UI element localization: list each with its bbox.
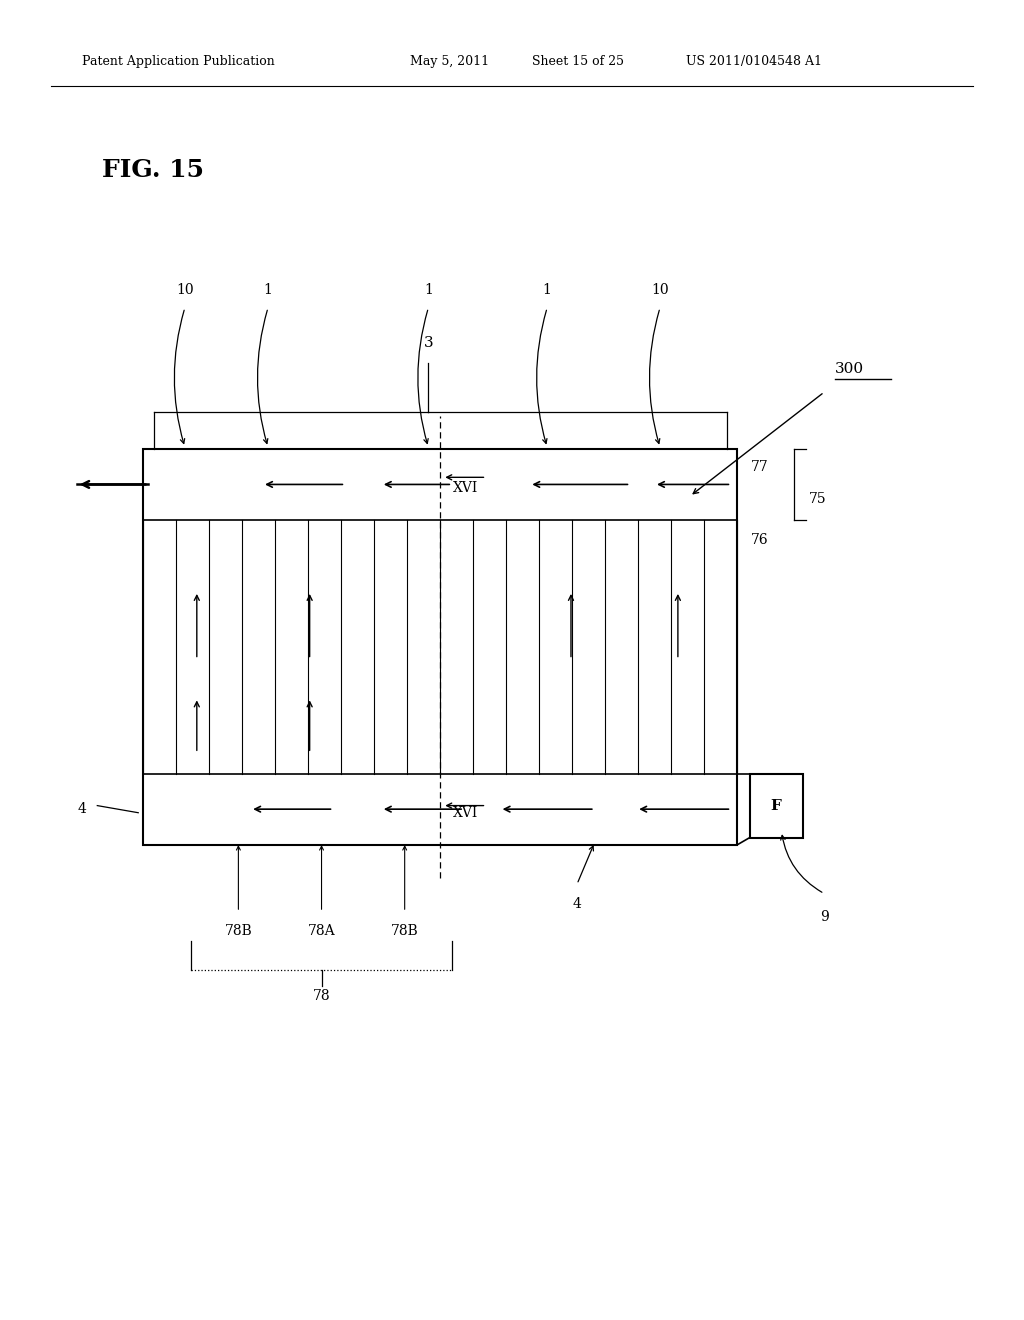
Text: Sheet 15 of 25: Sheet 15 of 25 bbox=[532, 55, 625, 69]
Text: 77: 77 bbox=[751, 459, 768, 474]
Text: 76: 76 bbox=[751, 533, 768, 548]
Text: 75: 75 bbox=[809, 491, 826, 506]
Text: XVI: XVI bbox=[453, 805, 478, 820]
Text: US 2011/0104548 A1: US 2011/0104548 A1 bbox=[686, 55, 822, 69]
Text: Patent Application Publication: Patent Application Publication bbox=[82, 55, 274, 69]
Text: 78B: 78B bbox=[224, 924, 252, 937]
Text: 4: 4 bbox=[78, 803, 86, 816]
Text: 4: 4 bbox=[572, 898, 582, 911]
Text: 3: 3 bbox=[424, 335, 433, 350]
Text: 1: 1 bbox=[263, 282, 272, 297]
Text: FIG. 15: FIG. 15 bbox=[102, 158, 205, 182]
Text: 78B: 78B bbox=[391, 924, 419, 937]
Text: 78: 78 bbox=[312, 989, 331, 1003]
Bar bbox=[750, 774, 803, 838]
Bar bbox=[143, 449, 737, 845]
Text: 10: 10 bbox=[651, 282, 669, 297]
Text: XVI: XVI bbox=[453, 480, 478, 495]
Text: 9: 9 bbox=[820, 911, 828, 924]
Text: 1: 1 bbox=[543, 282, 552, 297]
Text: May 5, 2011: May 5, 2011 bbox=[410, 55, 488, 69]
Text: 1: 1 bbox=[424, 282, 433, 297]
Text: 10: 10 bbox=[176, 282, 194, 297]
Text: 78A: 78A bbox=[308, 924, 335, 937]
Text: 300: 300 bbox=[835, 362, 863, 376]
Text: F: F bbox=[771, 799, 781, 813]
